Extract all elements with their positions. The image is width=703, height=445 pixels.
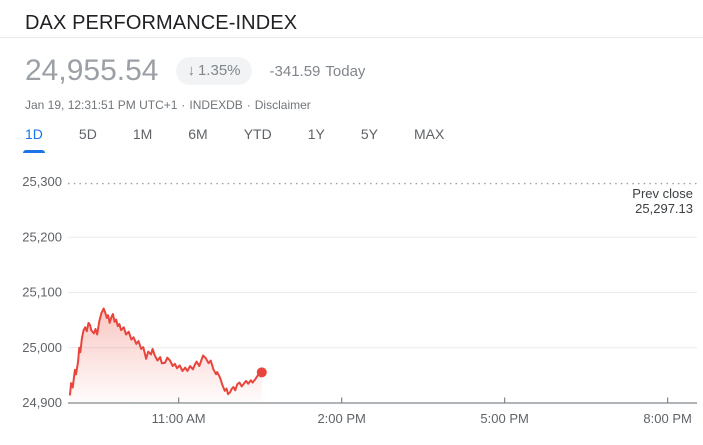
y-axis-label: 25,200 [22,229,62,244]
tab-6m[interactable]: 6M [188,126,208,142]
tab-max[interactable]: MAX [413,126,445,142]
page-header: DAX PERFORMANCE-INDEX [0,0,703,38]
down-arrow-icon: ↓ [187,62,195,79]
y-axis-label: 25,300 [22,174,62,189]
x-axis-label: 8:00 PM [643,411,691,426]
price-line [69,307,263,396]
price-area [70,308,262,403]
tab-1m[interactable]: 1M [132,126,153,142]
tab-5y[interactable]: 5Y [360,126,378,142]
prev-close-label: Prev close [632,186,693,201]
tab-5d[interactable]: 5D [78,126,97,142]
page-title: DAX PERFORMANCE-INDEX [25,12,298,34]
tab-1d[interactable]: 1D [23,126,45,153]
x-axis-label: 5:00 PM [480,411,528,426]
change-percent-value: 1.35% [197,62,241,79]
tab-1y[interactable]: 1Y [307,126,325,142]
y-axis-label: 25,000 [22,340,62,355]
change-absolute: -341.59 Today [270,63,366,80]
range-tab-bar: 1D 5D 1M 6M YTD 1Y 5Y MAX [23,126,703,153]
current-price-dot [256,367,267,378]
tab-ytd[interactable]: YTD [243,126,272,142]
x-axis-label: 11:00 AM [152,411,206,426]
exchange-label: INDEXDB [189,98,243,112]
price-chart-svg[interactable]: 24,900 25,000 25,100 25,200 25,300 11:00 AM 2:… [0,163,703,445]
separator: · [246,98,251,112]
quote-meta: Jan 19, 12:31:51 PM UTC+1 · INDEXDB · Discla… [25,98,703,113]
change-percent-badge: ↓ 1.35% [176,57,252,85]
change-period-label: Today [325,62,366,80]
separator: · [181,98,186,112]
x-axis-label: 2:00 PM [317,411,365,426]
disclaimer-link[interactable]: Disclaimer [254,98,311,112]
y-axis-label: 24,900 [22,395,62,410]
y-axis-label: 25,100 [22,285,62,300]
quote-summary: 24,955.54 ↓ 1.35% -341.59 Today [25,53,703,89]
prev-close-value: 25,297.13 [635,201,693,216]
change-absolute-value: -341.59 [269,62,321,80]
current-price: 24,955.54 [25,54,159,87]
price-chart: 24,900 25,000 25,100 25,200 25,300 11:00 AM 2:… [0,163,703,445]
quote-timestamp: Jan 19, 12:31:51 PM UTC+1 [25,98,178,112]
